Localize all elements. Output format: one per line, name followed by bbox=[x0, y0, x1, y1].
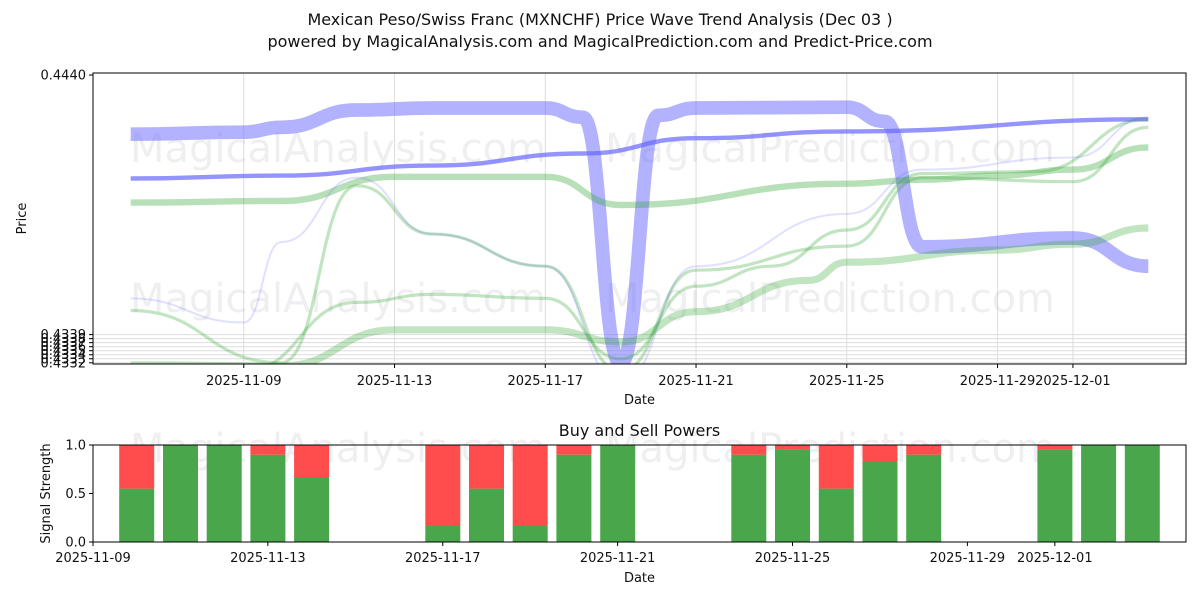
chart-title: Mexican Peso/Swiss Franc (MXNCHF) Price … bbox=[307, 10, 893, 29]
price-x-tick-label: 2025-11-17 bbox=[507, 374, 583, 389]
sell-bar bbox=[294, 445, 330, 477]
chart-subtitle: powered by MagicalAnalysis.com and Magic… bbox=[267, 32, 933, 51]
buy-bar bbox=[469, 488, 504, 542]
buy-bar bbox=[600, 445, 636, 542]
buy-bar bbox=[731, 454, 767, 542]
sell-bar bbox=[731, 445, 767, 455]
watermark-text: MagicalAnalysis.com bbox=[130, 276, 546, 322]
sell-bar bbox=[818, 445, 854, 489]
signal-x-tick-label: 2025-11-25 bbox=[755, 551, 831, 566]
buy-bar bbox=[119, 488, 155, 542]
signal-x-tick-label: 2025-11-09 bbox=[55, 551, 131, 566]
sell-bar bbox=[1037, 445, 1073, 450]
buy-bar bbox=[556, 454, 592, 542]
price-x-tick-label: 2025-12-01 bbox=[1035, 374, 1111, 389]
signal-y-tick-label: 0.0 bbox=[65, 536, 86, 551]
price-x-tick-label: 2025-11-25 bbox=[809, 374, 885, 389]
wave-band-blue-band-high bbox=[130, 100, 1149, 364]
wave-band-blue-band-mid bbox=[130, 117, 1149, 181]
signal-panel: Buy and Sell PowersMagicalAnalysis.comMa… bbox=[39, 421, 1187, 586]
signal-x-tick-label: 2025-12-01 bbox=[1017, 551, 1093, 566]
watermark-text: MagicalPrediction.com bbox=[605, 276, 1055, 322]
price-y-tick-label: 0.4339 bbox=[41, 328, 87, 343]
signal-y-axis-label: Signal Strength bbox=[39, 443, 54, 543]
buy-bar bbox=[425, 525, 461, 542]
buy-bar bbox=[775, 449, 810, 542]
price-y-axis-label: Price bbox=[15, 203, 30, 235]
sell-bar bbox=[775, 445, 810, 450]
signal-x-tick-label: 2025-11-21 bbox=[580, 551, 656, 566]
price-x-tick-label: 2025-11-29 bbox=[960, 374, 1036, 389]
buy-bar bbox=[512, 525, 548, 542]
sell-bar bbox=[469, 445, 504, 489]
price-x-tick-label: 2025-11-21 bbox=[658, 374, 734, 389]
price-y-tick-label: 0.4338 bbox=[41, 332, 87, 347]
signal-x-tick-label: 2025-11-17 bbox=[405, 551, 481, 566]
wave-band-green-band-lower bbox=[130, 224, 1149, 364]
signal-x-tick-label: 2025-11-29 bbox=[930, 551, 1006, 566]
buy-bar bbox=[206, 445, 242, 542]
price-series-group bbox=[130, 100, 1149, 364]
price-x-tick-label: 2025-11-13 bbox=[357, 374, 433, 389]
buy-bar bbox=[818, 488, 854, 542]
buy-bar bbox=[1124, 445, 1160, 542]
signal-y-tick-label: 1.0 bbox=[65, 439, 86, 454]
signal-x-tick-label: 2025-11-13 bbox=[230, 551, 306, 566]
sell-bar bbox=[906, 445, 942, 455]
sell-bar bbox=[556, 445, 592, 455]
wave-band-green-wave-2 bbox=[130, 125, 1149, 364]
wave-band-green-wave-1 bbox=[267, 117, 1149, 364]
sell-bar bbox=[862, 445, 898, 462]
price-x-tick-label: 2025-11-09 bbox=[206, 374, 282, 389]
sell-bar bbox=[250, 445, 286, 455]
sell-bar bbox=[512, 445, 548, 526]
sell-bar bbox=[119, 445, 155, 489]
buy-bar bbox=[250, 454, 286, 542]
sell-bar bbox=[425, 445, 461, 526]
signal-x-axis-label: Date bbox=[624, 571, 655, 586]
signal-chart-title: Buy and Sell Powers bbox=[559, 421, 721, 440]
buy-bar bbox=[163, 445, 198, 542]
price-y-tick-label: 0.4440 bbox=[41, 69, 87, 84]
buy-bar bbox=[862, 461, 898, 542]
buy-bar bbox=[294, 477, 330, 542]
wave-band-blue-wave-1 bbox=[130, 116, 1149, 364]
price-y-tick-label: 0.4333 bbox=[41, 352, 87, 367]
buy-bar bbox=[1037, 449, 1073, 542]
price-panel: MagicalAnalysis.com MagicalPrediction.com… bbox=[15, 69, 1187, 408]
buy-bar bbox=[1081, 445, 1117, 542]
price-y-tick-label: 0.4332 bbox=[41, 356, 87, 371]
price-y-tick-label: 0.4335 bbox=[41, 344, 87, 359]
price-y-tick-label: 0.4336 bbox=[41, 340, 87, 355]
price-axes-frame bbox=[92, 72, 1187, 365]
price-y-tick-label: 0.4337 bbox=[41, 336, 87, 351]
price-y-tick-label: 0.4334 bbox=[41, 348, 87, 363]
buy-bar bbox=[906, 454, 942, 542]
wave-band-green-band-upper bbox=[130, 144, 1149, 209]
signal-y-tick-label: 0.5 bbox=[65, 487, 86, 502]
price-x-axis-label: Date bbox=[624, 393, 655, 408]
